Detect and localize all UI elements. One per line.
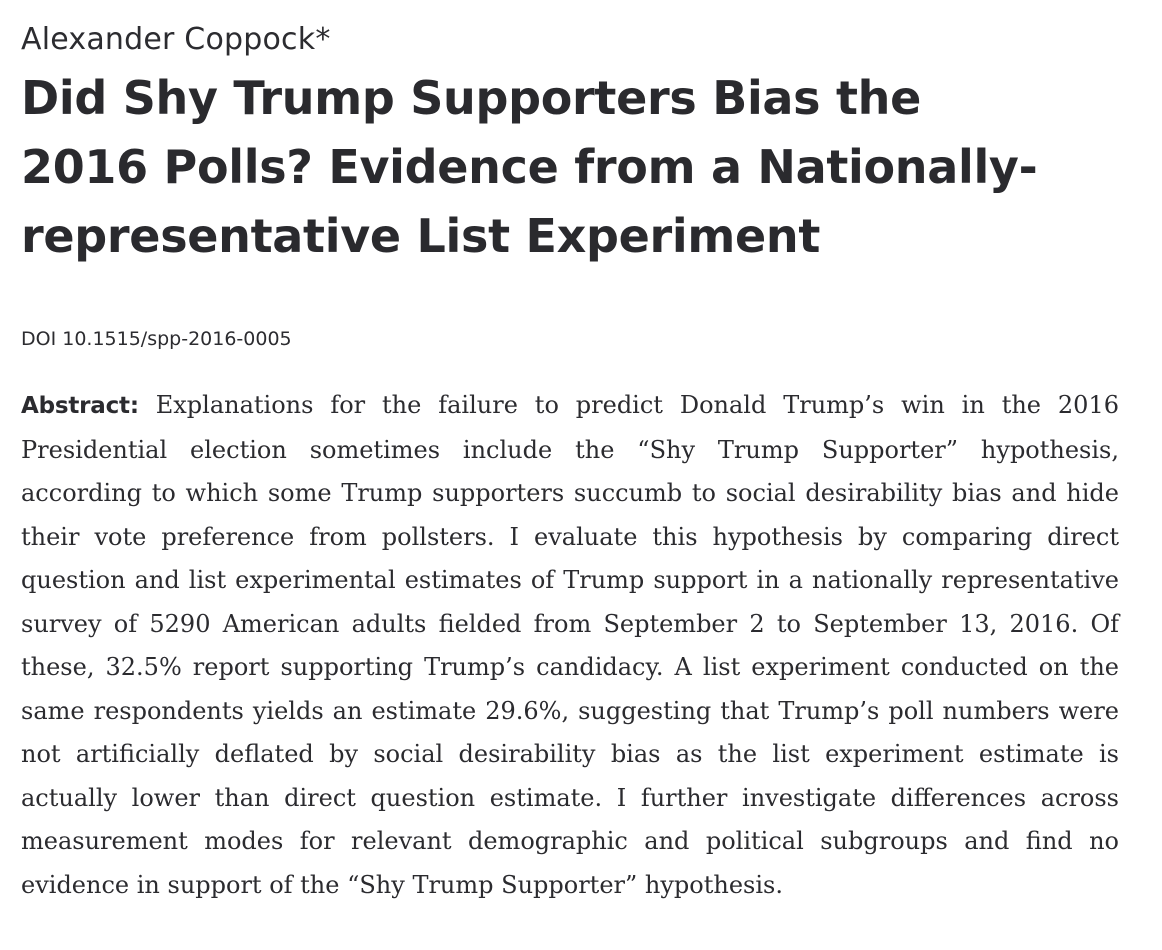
abstract-label: Abstract: [21, 393, 139, 419]
paper-title: Did Shy Trump Supporters Bias the 2016 P… [21, 64, 1119, 271]
title-line-2: 2016 Polls? Evidence from a Nationally- [21, 140, 1038, 194]
abstract-paragraph: Abstract: Explanations for the failure t… [21, 384, 1119, 907]
title-line-3: representative List Experiment [21, 209, 821, 263]
abstract-text: Explanations for the failure to predict … [21, 391, 1119, 899]
title-line-1: Did Shy Trump Supporters Bias the [21, 71, 921, 125]
author-name: Alexander Coppock* [21, 22, 331, 57]
doi-line: DOI 10.1515/spp-2016-0005 [21, 328, 292, 350]
paper-header: Alexander Coppock* Did Shy Trump Support… [21, 22, 1119, 907]
